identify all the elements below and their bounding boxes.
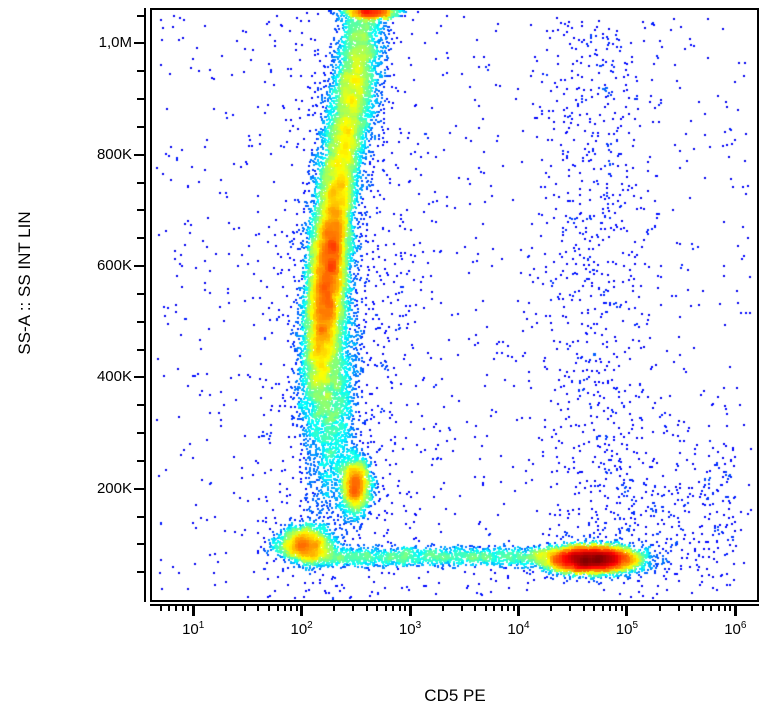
x-minor-tick: [601, 604, 604, 611]
x-tick-label: 106: [724, 620, 747, 638]
x-minor-tick: [392, 604, 395, 611]
x-minor-tick: [620, 604, 623, 611]
x-minor-tick: [333, 604, 336, 611]
x-minor-tick: [500, 604, 503, 611]
x-minor-tick: [569, 604, 572, 611]
x-minor-tick: [493, 604, 496, 611]
y-minor-tick: [137, 292, 146, 295]
x-minor-tick: [550, 604, 553, 611]
y-minor-tick: [137, 125, 146, 128]
x-minor-tick: [243, 604, 246, 611]
x-tick-label: 105: [615, 620, 639, 638]
x-minor-tick: [159, 604, 162, 611]
x-axis-title: CD5 PE: [424, 686, 486, 705]
y-major-tick: [134, 153, 146, 156]
x-major-tick: [300, 604, 304, 616]
y-minor-tick: [137, 404, 146, 407]
y-minor-tick: [137, 320, 146, 323]
y-minor-tick: [137, 432, 146, 435]
y-major-tick: [134, 265, 146, 268]
x-minor-tick: [506, 604, 509, 611]
x-minor-tick: [710, 604, 713, 611]
y-tick-label: 200K: [96, 479, 132, 497]
x-minor-tick: [365, 604, 368, 611]
y-major-tick: [134, 487, 146, 490]
x-minor-tick: [474, 604, 477, 611]
y-major-tick: [134, 42, 146, 45]
x-minor-tick: [701, 604, 704, 611]
y-tick-label: 400K: [96, 368, 132, 386]
x-minor-tick: [615, 604, 618, 611]
y-minor-tick: [137, 571, 146, 574]
x-minor-tick: [352, 604, 355, 611]
x-minor-tick: [267, 604, 270, 611]
x-tick-label: 104: [507, 620, 530, 638]
x-minor-tick: [398, 604, 401, 611]
x-minor-tick: [404, 604, 407, 611]
x-minor-tick: [181, 604, 184, 611]
x-major-tick: [733, 604, 737, 616]
x-minor-tick: [460, 604, 463, 611]
x-minor-tick: [441, 604, 444, 611]
y-minor-tick: [137, 14, 146, 17]
x-tick-label: 102: [290, 620, 313, 638]
x-minor-tick: [593, 604, 596, 611]
y-minor-tick: [137, 237, 146, 240]
y-minor-tick: [137, 543, 146, 546]
x-minor-tick: [723, 604, 726, 611]
x-axis-line: [150, 604, 759, 606]
x-minor-tick: [175, 604, 178, 611]
y-minor-tick: [137, 515, 146, 518]
y-minor-tick: [137, 181, 146, 184]
x-minor-tick: [484, 604, 487, 611]
x-minor-tick: [168, 604, 171, 611]
x-minor-tick: [295, 604, 298, 611]
y-minor-tick: [137, 70, 146, 73]
y-axis-title: SS-A :: SS INT LIN: [15, 211, 34, 355]
y-major-tick: [134, 376, 146, 379]
x-minor-tick: [609, 604, 612, 611]
x-minor-tick: [512, 604, 515, 611]
x-minor-tick: [677, 604, 680, 611]
y-minor-tick: [137, 348, 146, 351]
x-major-tick: [191, 604, 195, 616]
x-minor-tick: [582, 604, 585, 611]
plot-frame: [150, 8, 759, 602]
y-axis-line: [144, 8, 146, 602]
x-minor-tick: [187, 604, 190, 611]
x-minor-tick: [290, 604, 293, 611]
y-minor-tick: [137, 98, 146, 101]
x-minor-tick: [658, 604, 661, 611]
x-minor-tick: [729, 604, 732, 611]
x-minor-tick: [376, 604, 379, 611]
x-tick-label: 103: [398, 620, 422, 638]
y-tick-label: 1,0M: [98, 34, 132, 52]
x-minor-tick: [283, 604, 286, 611]
x-minor-tick: [384, 604, 387, 611]
y-tick-label: 600K: [96, 257, 132, 275]
x-major-tick: [408, 604, 412, 616]
plot-canvas: [152, 10, 757, 600]
x-minor-tick: [691, 604, 694, 611]
y-tick-label: 800K: [96, 145, 132, 163]
x-major-tick: [516, 604, 520, 616]
x-tick-label: 101: [182, 620, 205, 638]
x-minor-tick: [717, 604, 720, 611]
y-minor-tick: [137, 459, 146, 462]
x-minor-tick: [257, 604, 260, 611]
x-major-tick: [625, 604, 629, 616]
x-minor-tick: [224, 604, 227, 611]
y-minor-tick: [137, 209, 146, 212]
x-minor-tick: [276, 604, 279, 611]
